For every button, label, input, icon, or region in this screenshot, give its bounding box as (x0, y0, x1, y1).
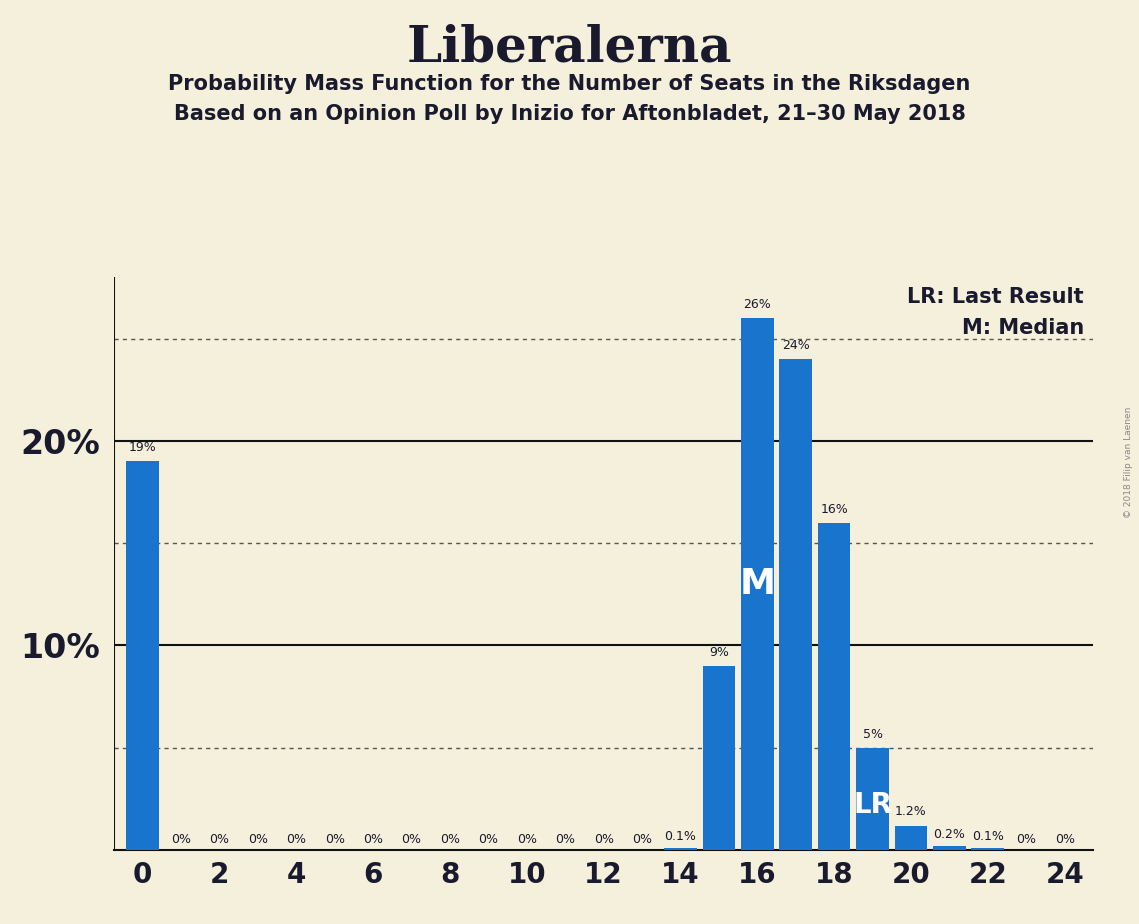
Text: 0%: 0% (325, 833, 345, 846)
Text: 0%: 0% (440, 833, 460, 846)
Bar (703, 666, 736, 850)
Text: 1.2%: 1.2% (895, 806, 927, 819)
Text: 0.1%: 0.1% (664, 830, 696, 843)
Text: 9%: 9% (708, 646, 729, 659)
Bar (741, 318, 773, 850)
Text: 16%: 16% (820, 503, 849, 516)
Text: 0.2%: 0.2% (934, 828, 966, 841)
Bar (972, 848, 1005, 850)
Text: 0%: 0% (210, 833, 230, 846)
Text: 0%: 0% (555, 833, 575, 846)
Bar (933, 846, 966, 850)
Text: 26%: 26% (744, 298, 771, 311)
Text: M: Median: M: Median (961, 318, 1084, 338)
Text: 0%: 0% (402, 833, 421, 846)
Text: Liberalerna: Liberalerna (407, 23, 732, 72)
Text: 0%: 0% (478, 833, 499, 846)
Text: 24%: 24% (781, 339, 810, 352)
Text: 0.1%: 0.1% (972, 830, 1003, 843)
Text: 0%: 0% (1016, 833, 1036, 846)
Text: Based on an Opinion Poll by Inizio for Aftonbladet, 21–30 May 2018: Based on an Opinion Poll by Inizio for A… (173, 104, 966, 125)
Bar (126, 461, 159, 850)
Bar (664, 848, 697, 850)
Text: LR: Last Result: LR: Last Result (907, 287, 1084, 308)
Text: 0%: 0% (363, 833, 383, 846)
Text: 0%: 0% (1055, 833, 1074, 846)
Bar (818, 523, 851, 850)
Text: 0%: 0% (632, 833, 653, 846)
Text: 5%: 5% (862, 727, 883, 741)
Text: 0%: 0% (248, 833, 268, 846)
Text: LR: LR (853, 791, 892, 819)
Bar (894, 825, 927, 850)
Bar (857, 748, 888, 850)
Text: 0%: 0% (286, 833, 306, 846)
Text: © 2018 Filip van Laenen: © 2018 Filip van Laenen (1124, 407, 1133, 517)
Text: 19%: 19% (129, 441, 156, 455)
Text: M: M (739, 567, 776, 602)
Text: 0%: 0% (171, 833, 191, 846)
Text: 0%: 0% (517, 833, 536, 846)
Text: Probability Mass Function for the Number of Seats in the Riksdagen: Probability Mass Function for the Number… (169, 74, 970, 94)
Text: 0%: 0% (593, 833, 614, 846)
Bar (779, 359, 812, 850)
